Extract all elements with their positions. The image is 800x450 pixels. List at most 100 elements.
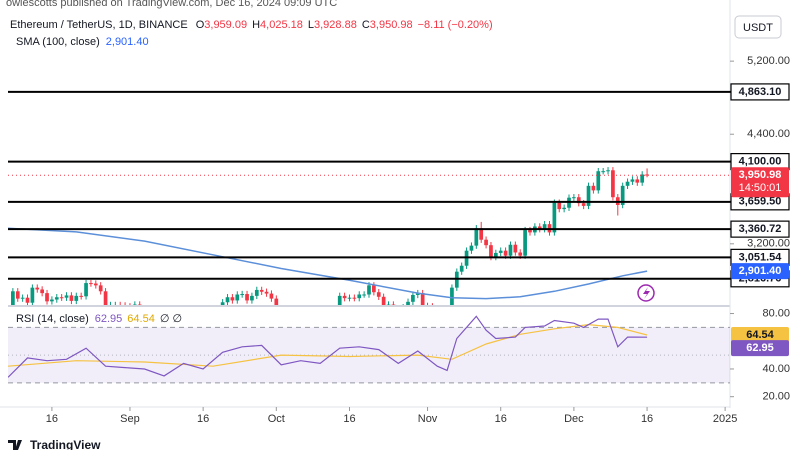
candle-body bbox=[89, 283, 93, 285]
chart-title: Ethereum / TetherUS, 1D, BINANCE bbox=[10, 19, 188, 31]
quote-key: H bbox=[252, 19, 260, 31]
candle-body bbox=[367, 285, 371, 295]
candle-body bbox=[245, 294, 249, 301]
candle-body bbox=[611, 170, 615, 198]
rsi-line bbox=[8, 315, 648, 378]
candle-body bbox=[225, 297, 230, 303]
candle-body bbox=[69, 295, 74, 301]
candle-body bbox=[40, 289, 45, 294]
rsi-pane bbox=[8, 315, 730, 384]
candle-body bbox=[586, 185, 591, 206]
brand-logo bbox=[8, 440, 22, 450]
candle-body bbox=[542, 224, 547, 230]
rsi-legend-flags: ∅ ∅ bbox=[160, 313, 182, 325]
candle-body bbox=[230, 297, 235, 301]
sma-legend: SMA (100, close) bbox=[16, 36, 100, 48]
candle-body bbox=[581, 203, 586, 206]
candle-body bbox=[630, 179, 635, 182]
last-price-label: 3,950.98 bbox=[739, 169, 782, 181]
rsi-ma-line bbox=[8, 323, 648, 367]
quote-change: −8.11 (−0.20%) bbox=[418, 19, 493, 31]
sma-label-box bbox=[731, 263, 789, 280]
candle-body bbox=[562, 207, 566, 210]
quote-key: C bbox=[362, 19, 370, 31]
candle-body bbox=[391, 304, 396, 305]
candle-body bbox=[508, 244, 513, 256]
x-tick-label: Dec bbox=[564, 413, 584, 425]
level-label: 4,863.10 bbox=[739, 86, 782, 98]
level-label: 3,659.50 bbox=[739, 196, 782, 208]
candle-body bbox=[274, 298, 279, 305]
currency-box[interactable] bbox=[734, 15, 782, 39]
candle-body bbox=[372, 285, 376, 293]
candle-body bbox=[640, 174, 645, 183]
currency: USDT bbox=[743, 22, 773, 34]
candle-body bbox=[635, 179, 640, 183]
candle-body bbox=[137, 304, 142, 305]
candle-body bbox=[411, 294, 415, 302]
last-price-box bbox=[731, 167, 789, 198]
candle-body bbox=[254, 289, 259, 296]
candle-body bbox=[362, 294, 366, 296]
candle-body bbox=[493, 252, 498, 258]
candle-body bbox=[479, 228, 484, 240]
candle-body bbox=[528, 230, 532, 233]
candle-body bbox=[459, 265, 464, 272]
candle-body bbox=[235, 294, 240, 301]
candle-body bbox=[606, 170, 610, 172]
x-tick-label: Nov bbox=[418, 413, 438, 425]
candle-body bbox=[620, 185, 625, 205]
candle-body bbox=[98, 285, 103, 292]
candle-body bbox=[45, 293, 49, 302]
candle-body bbox=[357, 294, 362, 299]
candle-body bbox=[84, 283, 88, 297]
candle-body bbox=[625, 181, 630, 186]
candle-body bbox=[30, 287, 35, 303]
countdown: 14:50:01 bbox=[739, 182, 782, 194]
x-tick-label: 16 bbox=[343, 413, 355, 425]
candle-body bbox=[523, 230, 527, 256]
rsi-label: 62.95 bbox=[746, 342, 774, 354]
y-tick-label: 5,200.00 bbox=[747, 55, 790, 67]
y-tick-label: 4,400.00 bbox=[747, 128, 790, 140]
sma-label: 2,901.40 bbox=[739, 265, 782, 277]
x-tick-label: Oct bbox=[268, 413, 285, 425]
level-label: 3,360.72 bbox=[739, 223, 782, 235]
rsi-y-tick-label: 20.00 bbox=[762, 391, 790, 403]
quote-value: 3,959.09 bbox=[204, 19, 247, 31]
sma-line bbox=[8, 227, 648, 300]
candle-body bbox=[645, 174, 649, 176]
x-tick-label: Sep bbox=[120, 413, 140, 425]
candle-body bbox=[220, 302, 225, 305]
candle-body bbox=[259, 289, 264, 292]
brand: TradingView bbox=[30, 438, 101, 450]
candle-body bbox=[503, 250, 508, 256]
rsi-y-tick-label: 80.00 bbox=[762, 307, 790, 319]
sma-legend-value: 2,901.40 bbox=[106, 36, 149, 48]
price-pane bbox=[8, 167, 649, 305]
rsi-ma-legend-value: 64.54 bbox=[127, 313, 155, 325]
quote-value: 4,025.18 bbox=[260, 19, 303, 31]
candle-body bbox=[250, 295, 254, 301]
candle-body bbox=[103, 291, 108, 305]
level-label-box bbox=[730, 83, 790, 101]
candle-body bbox=[11, 291, 15, 305]
x-tick-label: 16 bbox=[46, 413, 58, 425]
candle-body bbox=[596, 171, 601, 191]
rsi-label-box bbox=[731, 340, 789, 357]
publisher: owlescotts published on TradingView.com,… bbox=[6, 0, 337, 9]
candle-body bbox=[240, 294, 245, 296]
candle-body bbox=[93, 283, 98, 286]
candle-body bbox=[450, 287, 454, 305]
candle-body bbox=[484, 239, 488, 246]
y-tick-label: 3,200.00 bbox=[747, 238, 790, 250]
rsi-legend-value: 62.95 bbox=[95, 313, 123, 325]
candle-body bbox=[269, 293, 274, 299]
candle-body bbox=[474, 228, 479, 246]
candle-body bbox=[50, 299, 54, 302]
candle-body bbox=[518, 252, 523, 256]
candle-body bbox=[537, 226, 542, 230]
candle-body bbox=[352, 297, 357, 299]
